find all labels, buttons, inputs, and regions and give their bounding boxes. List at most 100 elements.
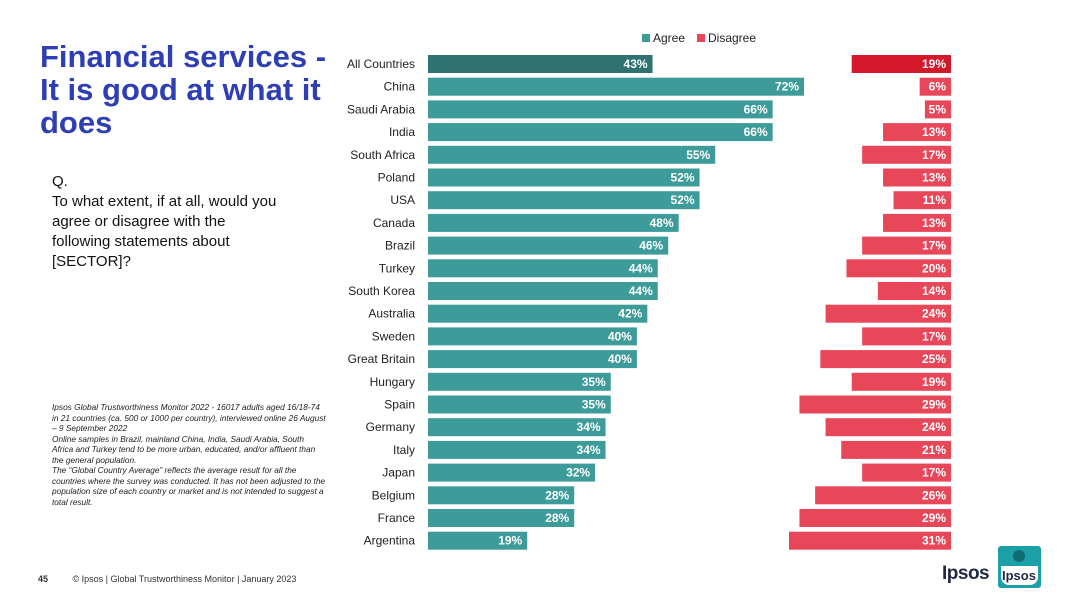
disagree-bar [924,100,951,119]
disagree-value-label: 20% [922,261,946,275]
disagree-bar [862,463,951,482]
agree-value-label: 28% [545,511,569,525]
disagree-bar [841,440,951,459]
disagree-value-label: 11% [923,193,947,207]
disagree-bar [815,486,951,505]
agree-bar [428,55,653,73]
disagree-value-label: 21% [922,443,946,457]
agree-value-label: 34% [577,420,601,434]
agree-bar [428,372,611,391]
category-label: Great Britain [348,352,415,366]
category-label: Sweden [372,329,415,343]
agree-bar [428,259,658,278]
question-prefix: Q. [52,173,68,190]
agree-bar [428,145,716,164]
legend-swatch-agree [642,34,650,42]
agree-value-label: 48% [650,216,674,230]
category-label: Brazil [385,239,415,253]
disagree-value-label: 13% [922,216,946,230]
agree-value-label: 66% [744,102,768,116]
agree-value-label: 44% [629,284,653,298]
agree-value-label: 66% [744,125,768,139]
disagree-bar [862,236,951,255]
category-label: Saudi Arabia [347,102,415,116]
disagree-bar [825,304,951,323]
methodology-notes: Ipsos Global Trustworthiness Monitor 202… [52,402,327,507]
legend-swatch-disagree [697,34,705,42]
disagree-value-label: 19% [922,57,946,71]
agree-value-label: 44% [629,261,653,275]
disagree-value-label: 13% [922,125,946,139]
disagree-bar [862,145,951,164]
agree-bar [428,418,606,437]
agree-bar [428,395,611,414]
agree-bar [428,191,700,210]
disagree-bar [883,123,951,142]
category-label: Germany [366,420,415,434]
agree-value-label: 34% [577,443,601,457]
agree-value-label: 52% [671,171,695,185]
disagree-value-label: 26% [922,488,946,502]
footer: 45 © Ipsos | Global Trustworthiness Moni… [38,574,296,584]
agree-value-label: 35% [582,375,606,389]
disagree-bar [919,77,951,96]
agree-bar [428,168,700,187]
legend-label-disagree: Disagree [708,31,756,45]
agree-bar [428,440,606,459]
disagree-value-label: 29% [922,511,946,525]
disagree-value-label: 17% [922,329,946,343]
logo-inner [1001,566,1038,585]
disagree-value-label: 31% [922,534,946,548]
category-label: Canada [373,216,415,230]
footer-copyright: © Ipsos | Global Trustworthiness Monitor… [72,574,297,584]
question-text: To what extent, if at all, would you agr… [52,193,277,270]
disagree-bar [799,395,951,414]
category-label: France [378,511,416,525]
agree-bar [428,509,575,527]
agree-value-label: 19% [498,534,522,548]
agree-bar [428,236,669,255]
category-label: USA [390,193,415,207]
disagree-value-label: 6% [929,80,947,94]
category-label: Turkey [379,261,415,275]
disagree-bar [825,418,951,437]
category-label: Poland [378,171,415,185]
agree-value-label: 46% [639,239,663,253]
category-label: India [389,125,415,139]
note-line: Ipsos Global Trustworthiness Monitor 202… [52,402,326,433]
disagree-bar [789,531,951,550]
agree-value-label: 32% [566,466,590,480]
agree-value-label: 35% [582,398,606,412]
disagree-bar [877,282,951,300]
disagree-bar [893,191,951,210]
note-line: Online samples in Brazil, mainland China… [52,433,316,465]
category-label: Argentina [364,534,416,548]
disagree-value-label: 19% [922,375,946,389]
note-line: The “Global Country Average” reflects th… [52,465,326,507]
category-label: China [384,80,416,94]
survey-question: Q. To what extent, if at all, would you … [52,172,282,272]
disagree-value-label: 17% [922,239,946,253]
logo-badge-text: Ipsos [1002,568,1036,583]
page-number: 45 [38,574,49,584]
category-label: South Africa [350,148,415,162]
disagree-value-label: 24% [922,307,946,321]
agree-bar [428,463,596,482]
category-label: Spain [384,398,415,412]
agree-bar [428,327,637,346]
logo-dot [1013,550,1025,562]
slide-title: Financial services - It is good at what … [40,39,327,140]
agree-value-label: 42% [618,307,642,321]
category-label: Australia [368,307,415,321]
disagree-value-label: 24% [922,420,946,434]
agree-bar [428,486,575,505]
legend-label-agree: Agree [653,31,685,45]
disagree-bar [851,372,951,391]
agree-value-label: 40% [608,352,632,366]
agree-value-label: 43% [624,57,648,71]
agree-value-label: 28% [545,488,569,502]
disagree-bar [883,168,951,187]
disagree-value-label: 14% [922,284,946,298]
agree-bar [428,282,658,300]
